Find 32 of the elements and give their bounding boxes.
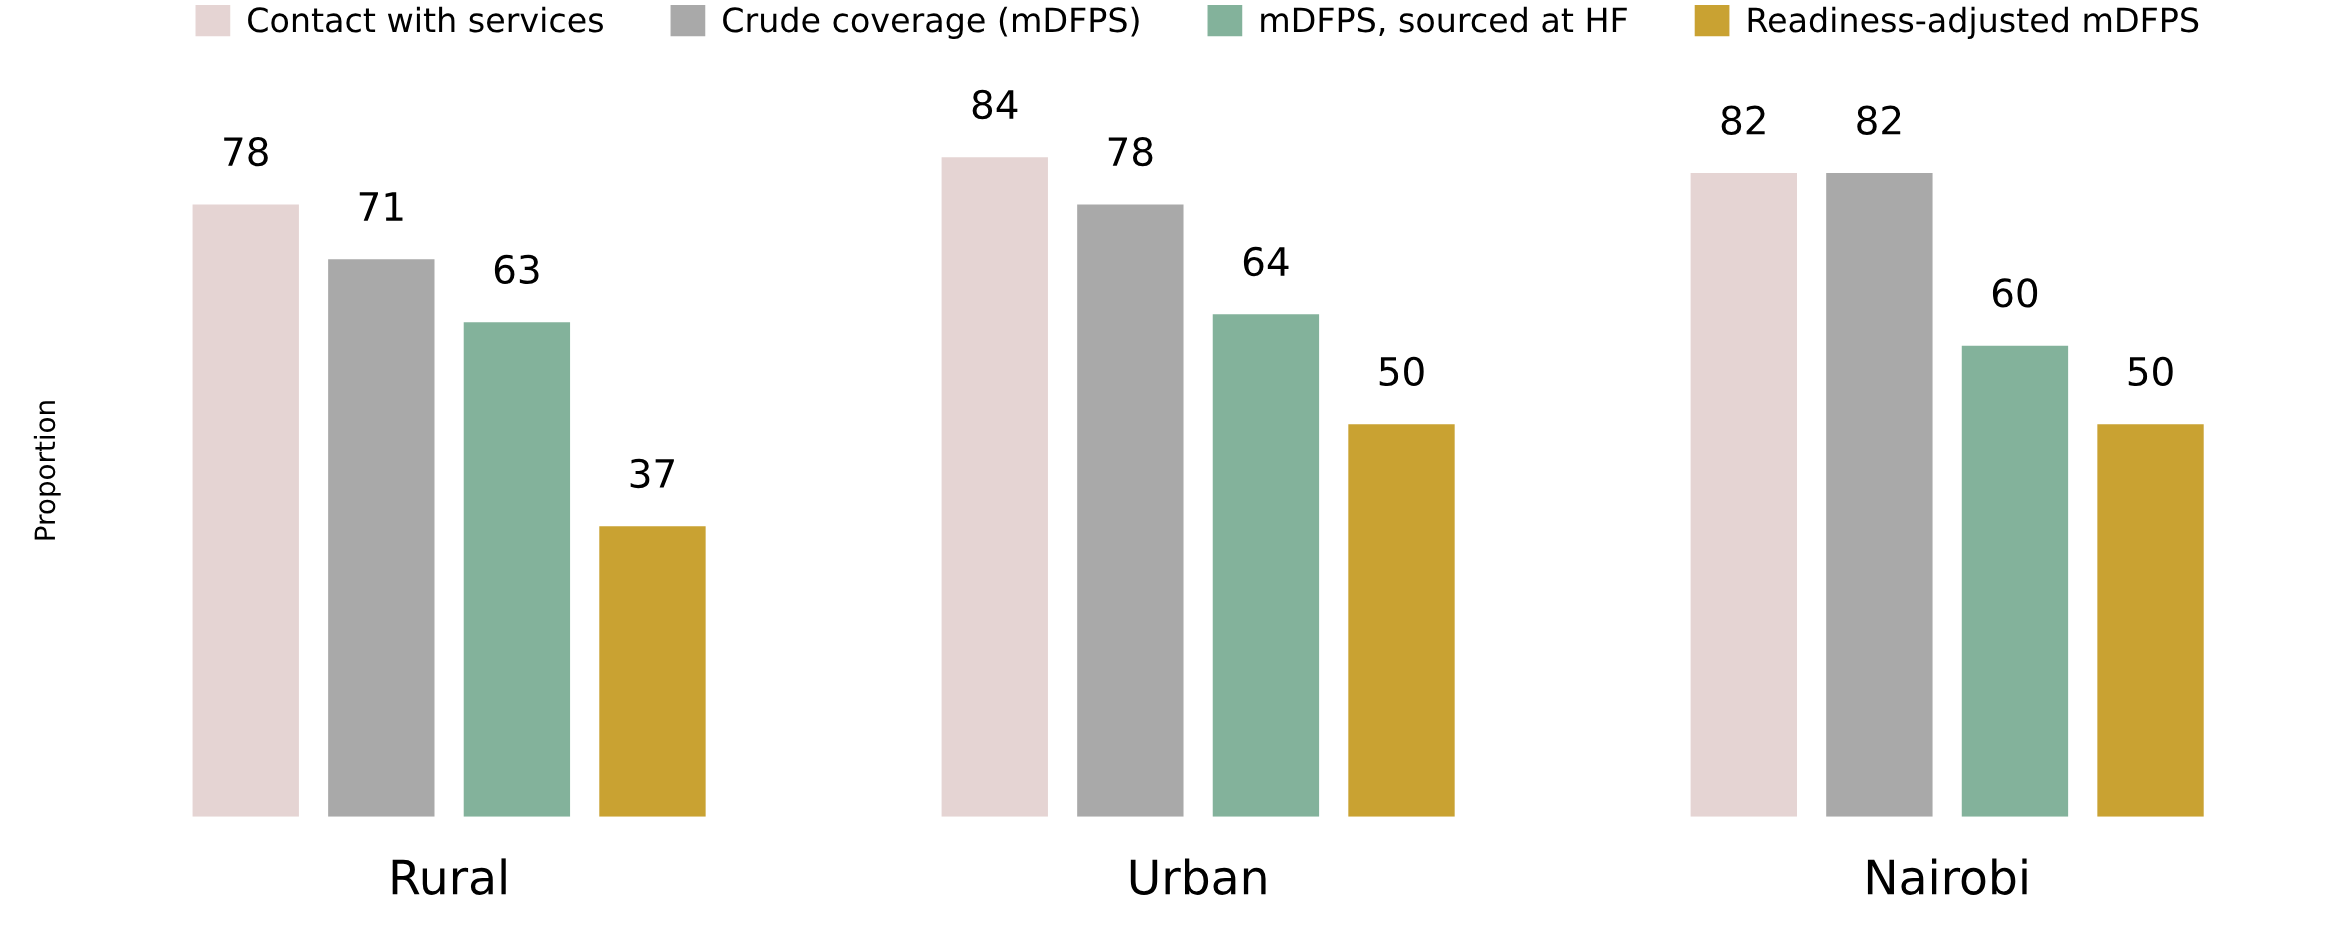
data-label: 63: [494, 254, 539, 285]
bar: [1212, 314, 1320, 817]
bar: [328, 259, 435, 817]
data-label: 50: [2128, 356, 2173, 387]
data-label: 78: [224, 136, 268, 167]
bar: [1690, 173, 1797, 817]
x-tick-label: Urban: [1130, 858, 1266, 895]
x-tick-label: Rural: [392, 858, 506, 895]
legend-label: mDFPS, sourced at HF: [1261, 6, 1627, 36]
data-label: 78: [1108, 136, 1153, 167]
data-label: 82: [1857, 105, 1901, 135]
x-tick-label: Nairobi: [1867, 858, 2027, 895]
data-label: 84: [972, 89, 1018, 120]
bar: [1348, 424, 1455, 817]
y-axis-title: Proportion: [33, 401, 61, 540]
data-label: 60: [1992, 278, 2038, 308]
legend-label: Readiness-adjusted mDFPS: [1748, 6, 2199, 39]
legend-label: Contact with services: [248, 6, 603, 33]
data-label: 82: [1721, 105, 1765, 135]
bar: [2097, 424, 2204, 817]
bar: [1961, 345, 2069, 817]
bar: [599, 526, 706, 817]
data-label: 64: [1243, 246, 1289, 277]
bar: [192, 204, 299, 817]
legend-label: Crude coverage (mDFPS): [723, 6, 1139, 39]
bar: [1826, 173, 1933, 817]
bar: [1077, 204, 1184, 817]
data-label: 71: [359, 192, 403, 221]
data-label: 50: [1379, 356, 1424, 387]
bar: [941, 157, 1048, 817]
data-label: 37: [630, 458, 674, 489]
bar: [463, 322, 571, 817]
